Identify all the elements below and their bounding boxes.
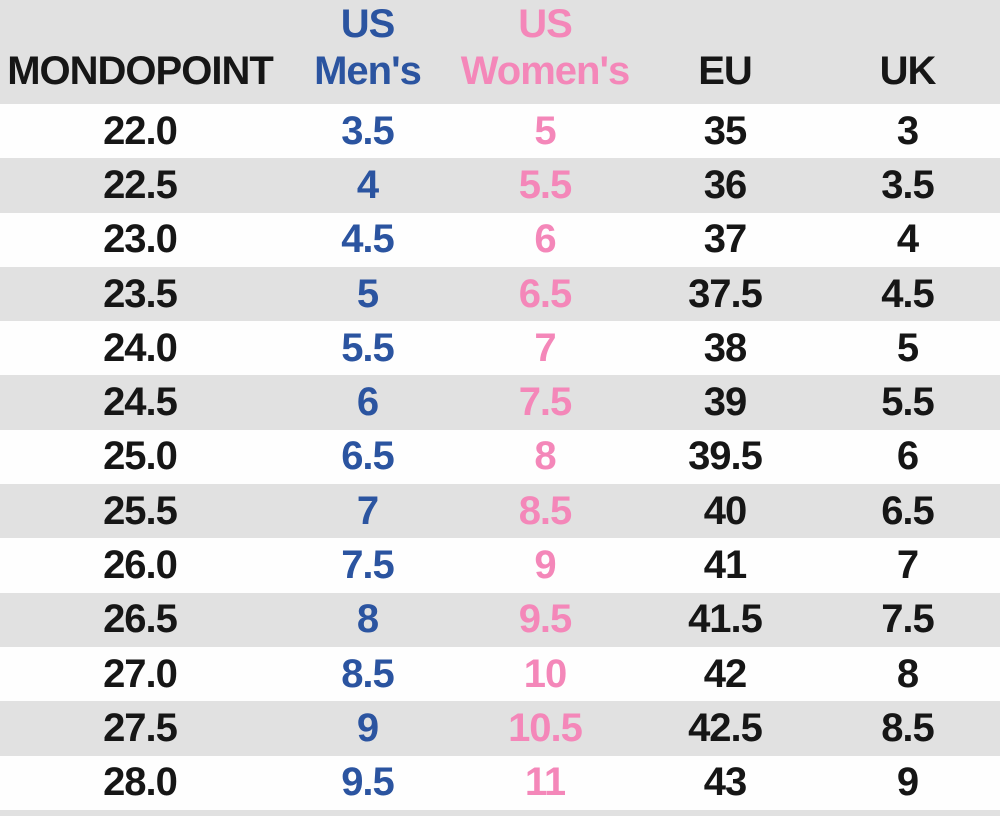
column-header-line2: EU	[698, 48, 753, 93]
cell-us-mens: 9.5	[341, 760, 395, 805]
cell-uk: 4.5	[881, 271, 935, 316]
cell-us-womens: 5	[534, 108, 556, 153]
table-row: 26.5 8 9.5 41.5 7.5	[0, 592, 1000, 647]
cell-eu: 35	[703, 108, 748, 153]
cell-eu: 37.5	[688, 271, 763, 316]
cell-mondopoint: 26.5	[103, 597, 178, 642]
cell-us-womens: 10.5	[508, 705, 583, 750]
cell-mondopoint: 24.5	[103, 380, 178, 425]
cell-us-womens: 9.5	[518, 597, 573, 642]
cell-eu: 42.5	[688, 705, 763, 750]
cell-uk: 7	[896, 543, 919, 588]
cell-mondopoint: 27.0	[103, 651, 178, 696]
table-header: MONDOPOINT US Men's US Women's EU UK	[0, 0, 1000, 104]
table-row: 26.0 7.5 9 41 7	[0, 538, 1000, 593]
cell-us-womens: 6	[534, 217, 556, 262]
table-body: 22.0 3.5 5 35 3 22.5 4 5.5 36 3.5 23.0 4.5 6 37 4 23.5 5…	[0, 104, 1000, 810]
cell-eu: 39	[703, 380, 748, 425]
cell-uk: 6	[896, 434, 919, 479]
column-header-line1: US	[340, 1, 396, 46]
column-header-line1: US	[518, 1, 573, 46]
cell-eu: 38	[703, 325, 748, 370]
cell-us-mens: 6	[356, 380, 379, 425]
cell-us-mens: 4	[356, 162, 379, 207]
cell-mondopoint: 23.5	[103, 271, 178, 316]
cell-mondopoint: 22.0	[103, 108, 178, 153]
table-row: 22.5 4 5.5 36 3.5	[0, 158, 1000, 213]
cell-uk: 6.5	[881, 488, 935, 533]
cell-eu: 39.5	[688, 434, 763, 479]
table-row: 24.5 6 7.5 39 5.5	[0, 375, 1000, 430]
column-header-us-mens: US Men's	[280, 0, 455, 104]
cell-eu: 36	[703, 162, 748, 207]
cell-uk: 9	[896, 760, 919, 805]
cell-us-womens: 8.5	[518, 488, 573, 533]
partial-next-row-strip	[0, 809, 1000, 816]
table-row: 25.0 6.5 8 39.5 6	[0, 429, 1000, 485]
cell-us-mens: 5	[356, 271, 379, 316]
cell-us-womens: 7.5	[518, 380, 573, 425]
cell-eu: 40	[703, 488, 748, 533]
cell-us-womens: 10	[523, 651, 568, 696]
table-row: 27.0 8.5 10 42 8	[0, 646, 1000, 702]
cell-uk: 7.5	[881, 597, 935, 642]
cell-us-womens: 11	[524, 760, 566, 805]
cell-uk: 3.5	[881, 162, 935, 207]
cell-eu: 41	[703, 543, 748, 588]
cell-mondopoint: 23.0	[103, 217, 178, 262]
column-header-uk: UK	[815, 0, 1000, 104]
table-row: 24.0 5.5 7 38 5	[0, 321, 1000, 376]
cell-mondopoint: 25.0	[103, 434, 178, 479]
cell-uk: 4	[896, 217, 919, 262]
cell-uk: 3	[896, 108, 919, 153]
table-row: 28.0 9.5 11 43 9	[0, 755, 1000, 810]
column-header-mondopoint: MONDOPOINT	[0, 0, 280, 104]
cell-uk: 8.5	[881, 705, 935, 750]
cell-eu: 42	[703, 651, 748, 696]
cell-us-mens: 9	[356, 705, 379, 750]
cell-eu: 43	[703, 760, 748, 805]
cell-us-mens: 3.5	[341, 108, 395, 153]
cell-uk: 5.5	[881, 380, 935, 425]
column-header-line2: Women's	[460, 48, 630, 93]
cell-eu: 41.5	[688, 597, 763, 642]
cell-uk: 5	[896, 325, 919, 370]
cell-us-mens: 6.5	[341, 434, 395, 479]
column-header-line2: MONDOPOINT	[7, 48, 274, 93]
column-header-us-womens: US Women's	[455, 0, 635, 104]
cell-us-mens: 7	[356, 488, 379, 533]
table-row: 25.5 7 8.5 40 6.5	[0, 484, 1000, 539]
cell-mondopoint: 26.0	[103, 543, 178, 588]
cell-us-mens: 8	[356, 597, 379, 642]
table-row: 23.0 4.5 6 37 4	[0, 212, 1000, 267]
cell-us-mens: 4.5	[341, 217, 395, 262]
cell-us-mens: 7.5	[341, 543, 395, 588]
cell-us-mens: 5.5	[341, 325, 395, 370]
cell-us-mens: 8.5	[341, 651, 395, 696]
cell-mondopoint: 24.0	[103, 325, 178, 370]
cell-us-womens: 7	[534, 325, 556, 370]
cell-uk: 8	[896, 651, 919, 696]
cell-mondopoint: 28.0	[103, 760, 178, 805]
column-header-line2: UK	[879, 48, 937, 93]
cell-us-womens: 9	[534, 543, 556, 588]
cell-us-womens: 6.5	[518, 271, 573, 316]
cell-us-womens: 8	[534, 434, 556, 479]
cell-mondopoint: 22.5	[103, 162, 178, 207]
column-header-line2: Men's	[314, 48, 422, 93]
cell-us-womens: 5.5	[518, 162, 573, 207]
table-row: 27.5 9 10.5 42.5 8.5	[0, 701, 1000, 756]
table-row: 23.5 5 6.5 37.5 4.5	[0, 266, 1000, 322]
header-row: MONDOPOINT US Men's US Women's EU UK	[0, 0, 1000, 104]
column-header-eu: EU	[635, 0, 815, 104]
cell-eu: 37	[703, 217, 748, 262]
table-row: 22.0 3.5 5 35 3	[0, 104, 1000, 159]
cell-mondopoint: 25.5	[103, 488, 178, 533]
cell-mondopoint: 27.5	[103, 705, 178, 750]
